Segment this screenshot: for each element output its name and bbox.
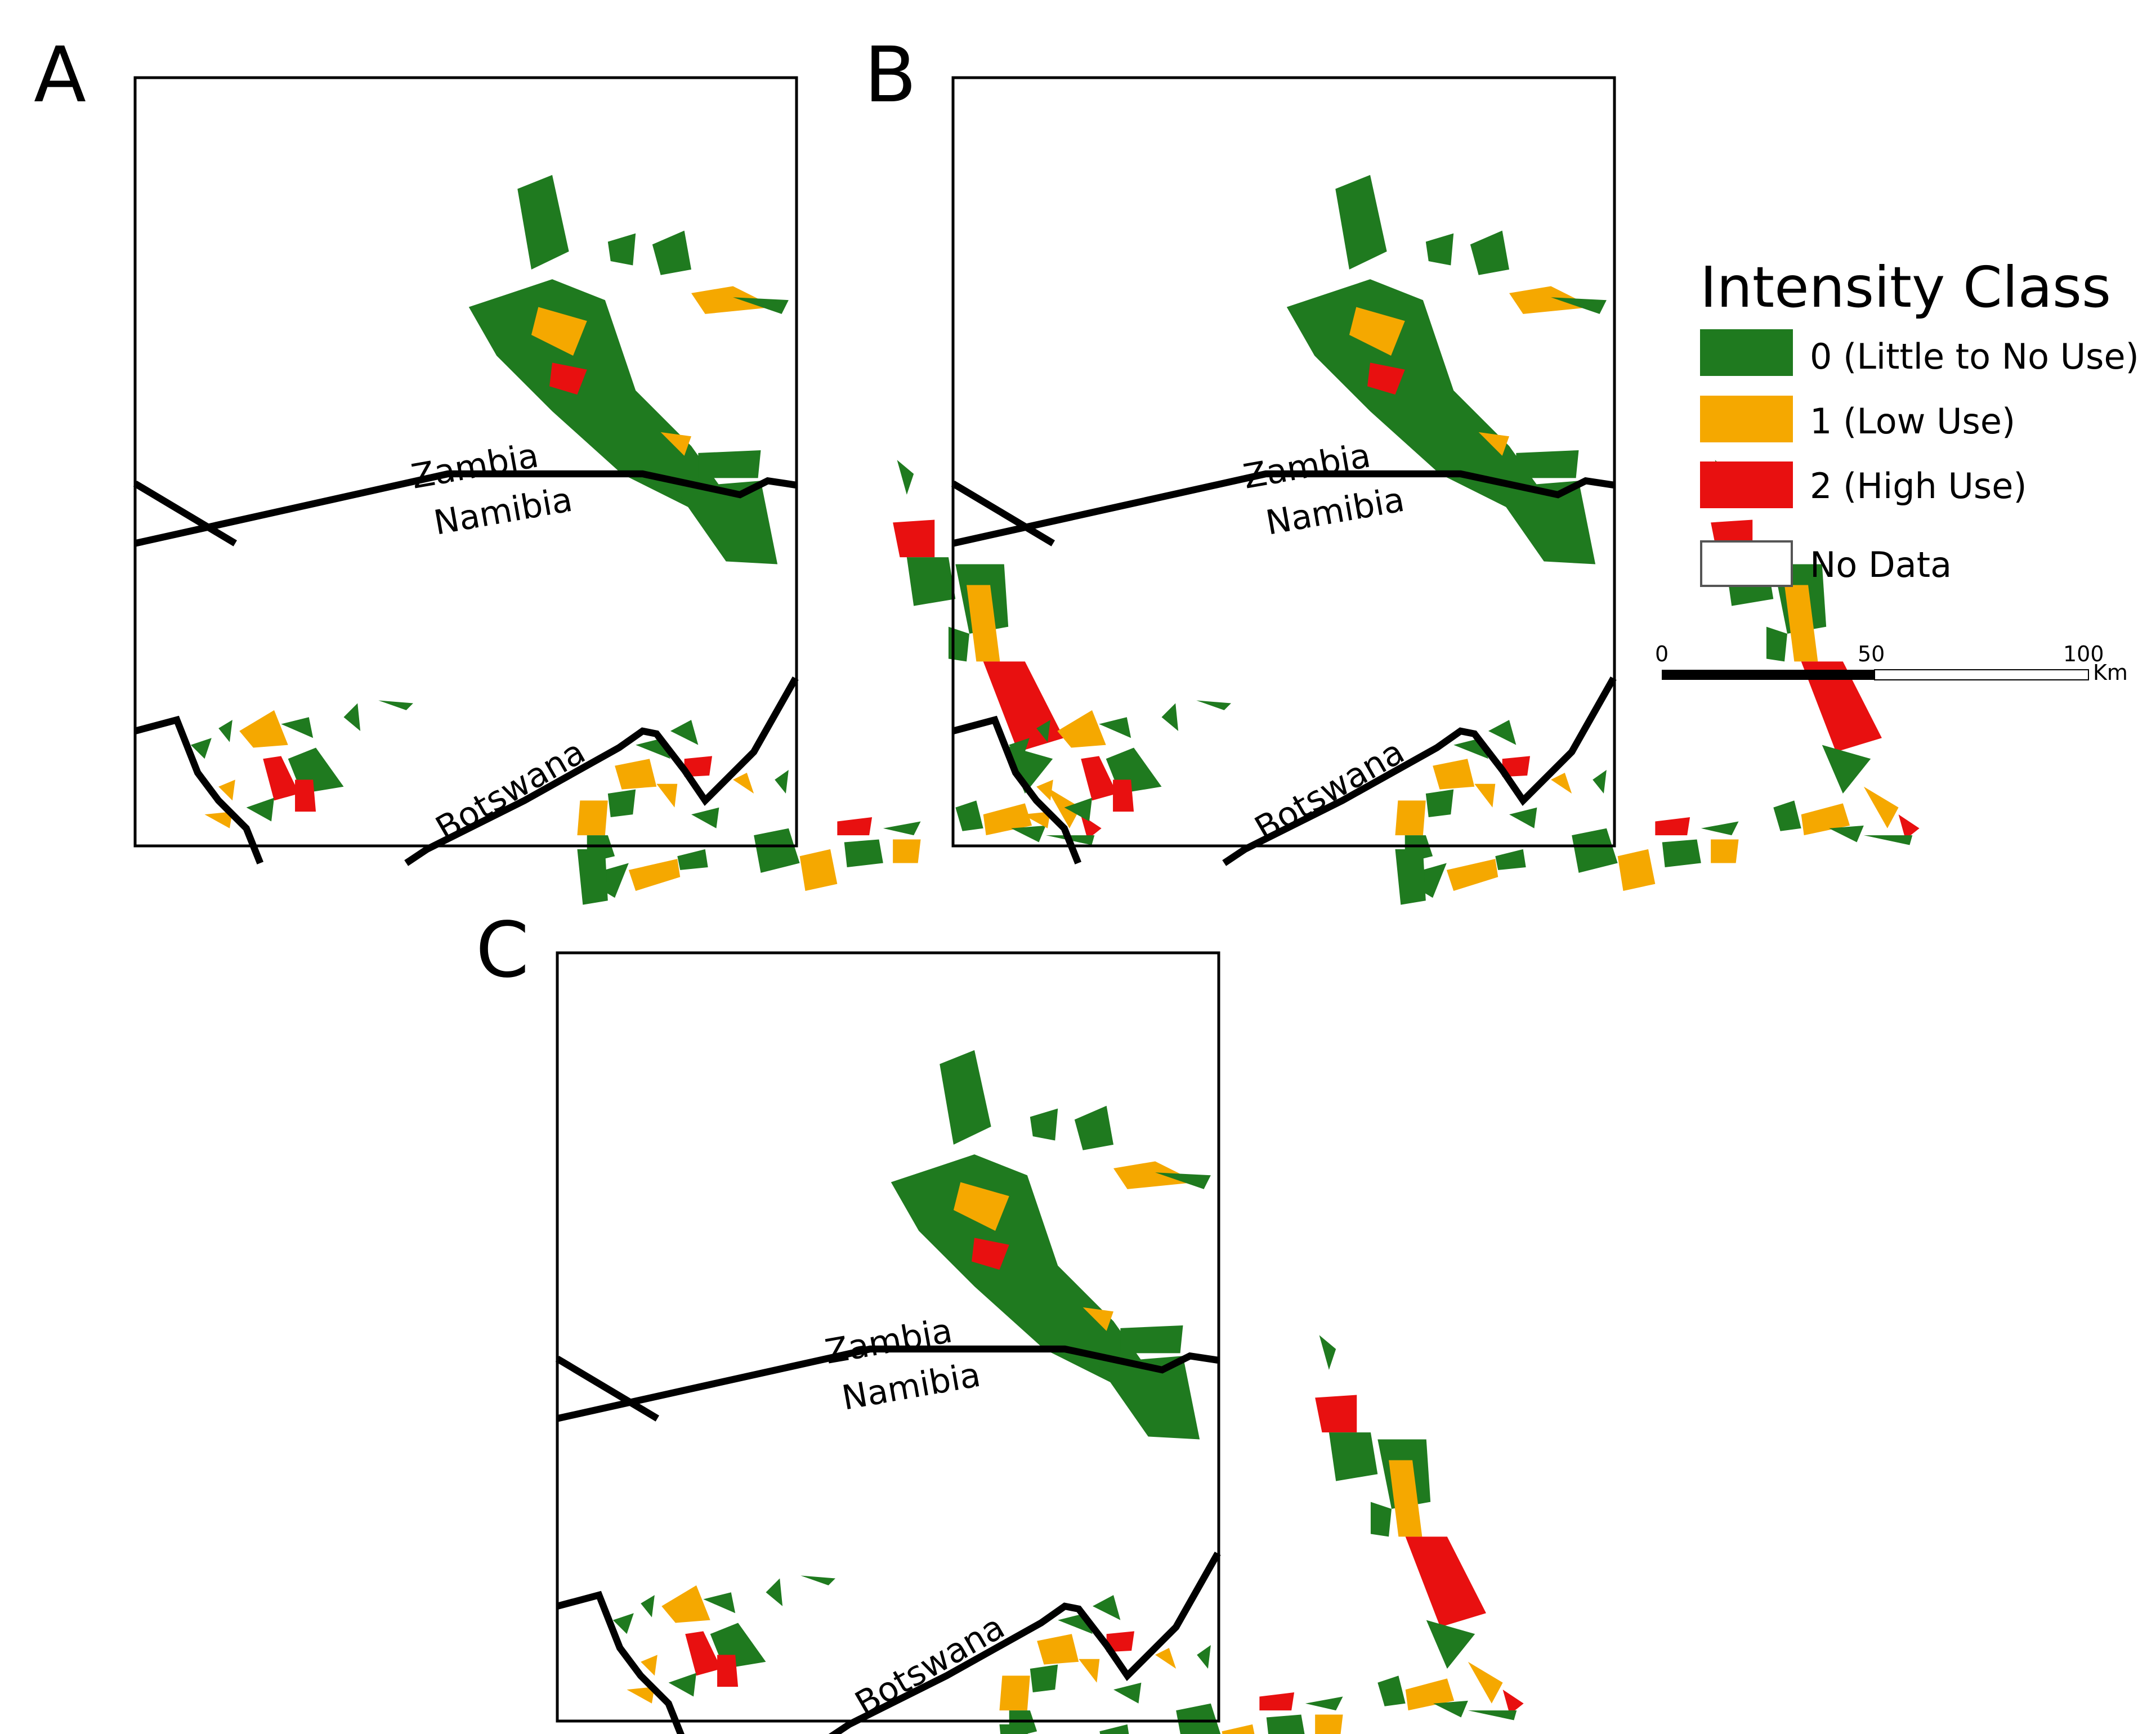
legend-swatch-nodata	[1700, 540, 1793, 587]
scale-bar-black-segment	[1662, 670, 1875, 680]
legend-label-class-2: 2 (High Use)	[1810, 465, 2027, 507]
scale-tick-100: 100	[2063, 642, 2104, 666]
legend-swatch-class-2	[1700, 461, 1793, 508]
legend-label-nodata: No Data	[1810, 544, 1952, 585]
legend-title: Intensity Class	[1700, 254, 2111, 320]
legend-label-class-1: 1 (Low Use)	[1810, 401, 2015, 442]
country-label-botswana-c: Botswana	[849, 1607, 1012, 1724]
scale-tick-0: 0	[1655, 642, 1669, 666]
legend: Intensity Class 0 (Little to No Use) 1 (…	[1700, 254, 2139, 587]
country-label-botswana-b: Botswana	[1249, 732, 1411, 849]
map-frame-c	[556, 951, 1220, 1723]
scale-bar-white-segment	[1874, 669, 2089, 680]
legend-swatch-class-0	[1700, 329, 1793, 376]
scale-tick-50: 50	[1858, 642, 1885, 666]
country-label-botswana-a: Botswana	[430, 732, 592, 849]
legend-swatch-class-1	[1700, 396, 1793, 442]
scale-unit: Km	[2093, 660, 2128, 685]
scale-bar: 0 50 100 Km	[1655, 642, 2128, 685]
panel-label-c: C	[476, 906, 529, 995]
legend-label-class-0: 0 (Little to No Use)	[1810, 336, 2139, 377]
panel-label-b: B	[864, 31, 916, 120]
map-frame-a	[133, 76, 798, 848]
panel-label-a: A	[34, 31, 86, 120]
map-frame-b	[951, 76, 1616, 848]
map-panel-c	[557, 1050, 1524, 1734]
